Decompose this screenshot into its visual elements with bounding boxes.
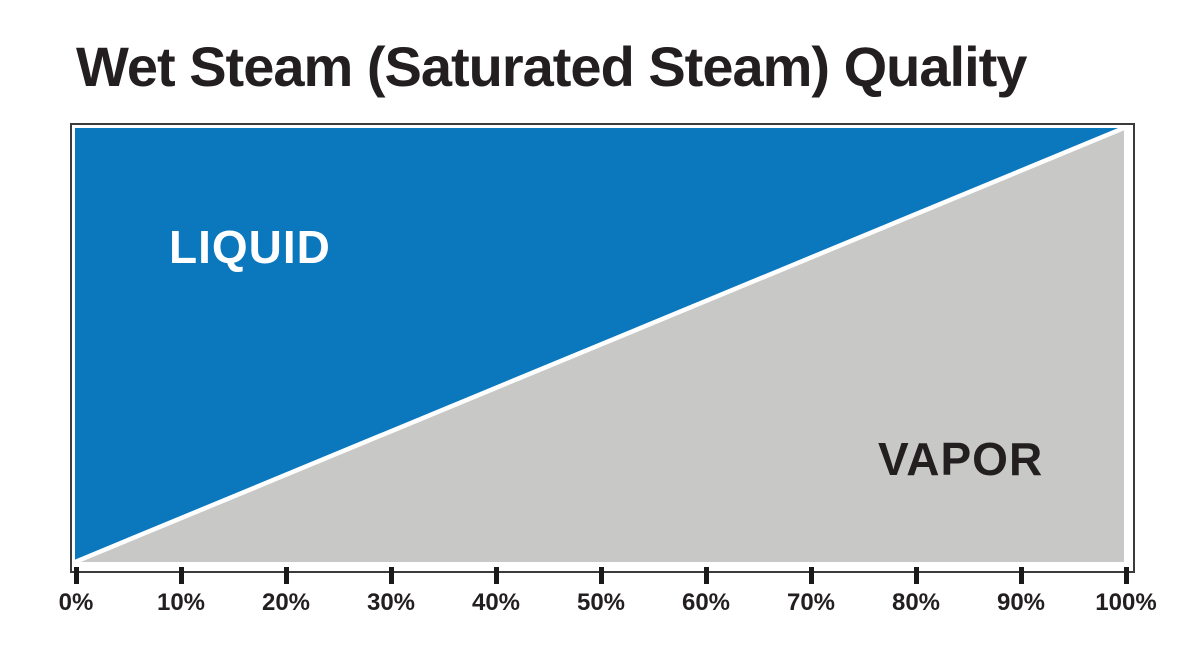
tick-mark <box>493 567 499 584</box>
x-axis: 0% 10% 20% 30% 40% 50% 60% 70% 80% 90% 1… <box>59 567 1157 627</box>
tick-mark <box>703 567 709 584</box>
tick-mark <box>73 567 79 584</box>
page-title: Wet Steam (Saturated Steam) Quality <box>76 35 1027 98</box>
liquid-region-label: LIQUID <box>169 221 331 273</box>
tick-mark <box>1018 567 1024 584</box>
tick-mark <box>808 567 814 584</box>
tick-label: 0% <box>58 589 94 616</box>
tick-label: 40% <box>471 589 521 616</box>
tick-mark <box>598 567 604 584</box>
tick-label: 80% <box>891 589 941 616</box>
vapor-region-label: VAPOR <box>878 433 1044 485</box>
tick-label: 100% <box>1095 589 1157 616</box>
tick-label: 50% <box>576 589 626 616</box>
tick-label: 20% <box>261 589 311 616</box>
phase-boundary-line <box>75 128 1124 562</box>
plot-frame: LIQUID VAPOR <box>70 123 1135 573</box>
tick-mark <box>283 567 289 584</box>
tick-label: 70% <box>786 589 836 616</box>
tick-label: 90% <box>996 589 1046 616</box>
tick-mark <box>178 567 184 584</box>
steam-quality-chart <box>75 128 1124 562</box>
tick-mark <box>913 567 919 584</box>
plot-area: LIQUID VAPOR <box>75 128 1124 562</box>
tick-label: 10% <box>156 589 206 616</box>
tick-mark <box>388 567 394 584</box>
tick-label: 30% <box>366 589 416 616</box>
tick-label: 60% <box>681 589 731 616</box>
tick-mark <box>1123 567 1129 584</box>
